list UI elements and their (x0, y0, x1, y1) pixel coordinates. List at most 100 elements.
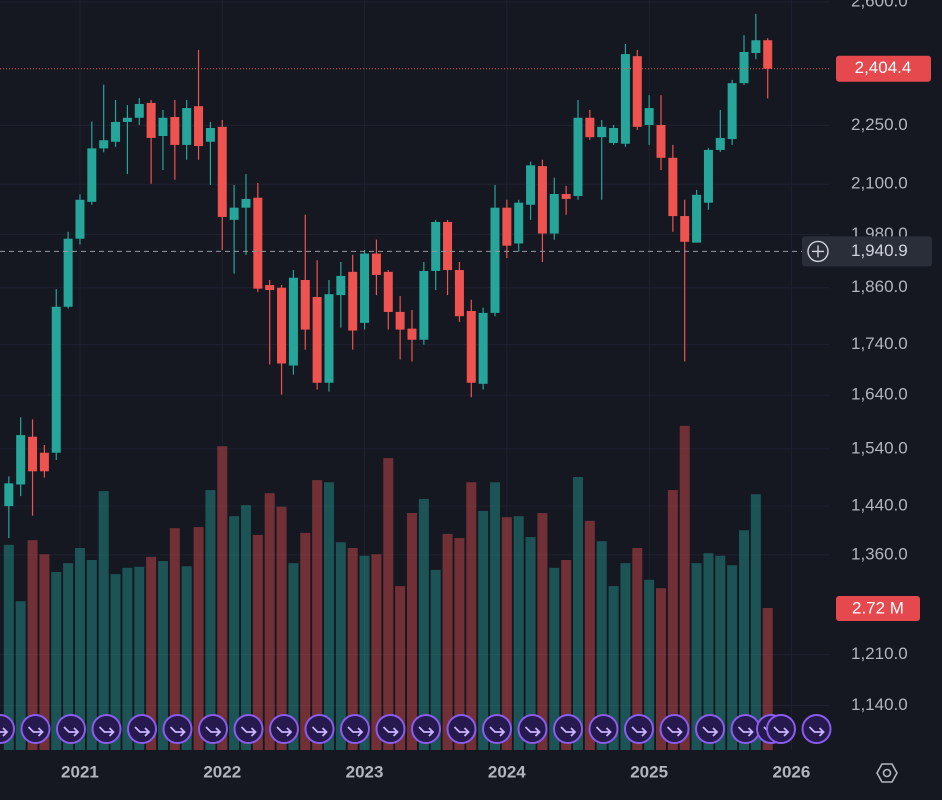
y-tick-label: 1,140.0 (851, 695, 908, 714)
event-marker[interactable] (0, 714, 15, 744)
x-tick-label: 2022 (203, 762, 241, 781)
volume-bar (572, 476, 583, 750)
candle-body (253, 197, 263, 289)
candle-body (111, 121, 121, 142)
volume-bar (169, 528, 180, 750)
volume-bar (608, 586, 619, 750)
event-circle[interactable] (624, 714, 654, 744)
y-tick-label: 2,100.0 (851, 174, 908, 193)
candle-body (312, 296, 322, 383)
event-marker[interactable] (801, 714, 832, 744)
candle-body (265, 284, 275, 291)
volume-bar (288, 563, 299, 750)
event-circle[interactable] (730, 714, 761, 744)
y-tick-label: 2,250.0 (851, 115, 908, 134)
volume-bar (252, 534, 263, 750)
event-arrow (702, 726, 719, 737)
add-alert-button[interactable] (807, 240, 829, 263)
gear-icon[interactable] (876, 763, 898, 783)
x-tick-label: 2023 (346, 762, 384, 781)
event-circle[interactable] (588, 714, 619, 744)
y-tick-label: 1,360.0 (851, 544, 908, 563)
volume-bar (193, 527, 204, 750)
volume-bar (122, 567, 133, 750)
candle-body (371, 253, 381, 275)
event-marker[interactable] (730, 714, 761, 744)
event-marker[interactable] (588, 714, 619, 744)
event-circle[interactable] (766, 714, 796, 744)
event-circle[interactable] (91, 714, 122, 744)
grid (0, 0, 830, 750)
event-markers[interactable] (0, 714, 832, 744)
event-marker[interactable] (766, 714, 796, 744)
event-arrow (631, 726, 648, 737)
event-marker[interactable] (127, 714, 157, 744)
event-circle[interactable] (198, 714, 228, 744)
event-circle[interactable] (553, 714, 583, 744)
candle-body (585, 117, 595, 138)
candle-body (632, 56, 642, 127)
volume-bar (655, 588, 666, 750)
event-marker[interactable] (659, 714, 690, 744)
event-circle[interactable] (695, 714, 725, 744)
candle-body (360, 253, 370, 323)
event-arrow (63, 726, 80, 737)
event-marker[interactable] (553, 714, 583, 744)
event-marker[interactable] (624, 714, 654, 744)
event-marker[interactable] (20, 714, 51, 744)
volume-bar (406, 513, 417, 750)
volume-bar (312, 480, 323, 750)
event-circle[interactable] (411, 714, 441, 744)
event-marker[interactable] (695, 714, 725, 744)
event-circle[interactable] (233, 714, 264, 744)
event-circle[interactable] (801, 714, 832, 744)
event-marker[interactable] (375, 714, 406, 744)
event-circle[interactable] (304, 714, 335, 744)
event-marker[interactable] (91, 714, 122, 744)
candle-body (51, 306, 61, 453)
volume-bar (383, 458, 394, 750)
event-arrow (276, 726, 293, 737)
volume-bar (3, 544, 14, 750)
event-circle[interactable] (482, 714, 512, 744)
event-marker[interactable] (411, 714, 441, 744)
candle-body (609, 127, 619, 143)
event-circle[interactable] (20, 714, 51, 744)
candle-body (336, 275, 346, 296)
event-marker[interactable] (162, 714, 193, 744)
event-marker[interactable] (304, 714, 335, 744)
event-circle[interactable] (340, 714, 370, 744)
event-circle[interactable] (446, 714, 477, 744)
event-marker[interactable] (233, 714, 264, 744)
event-circle[interactable] (127, 714, 157, 744)
event-circle[interactable] (162, 714, 193, 744)
event-marker[interactable] (517, 714, 548, 744)
event-arrow (737, 726, 754, 737)
event-arrow (382, 726, 399, 737)
event-marker[interactable] (340, 714, 370, 744)
volume-bar (300, 532, 311, 750)
event-circle[interactable] (269, 714, 299, 744)
event-circle[interactable] (375, 714, 406, 744)
event-marker[interactable] (446, 714, 477, 744)
y-tick-label: 2,600.0 (851, 0, 908, 10)
event-marker[interactable] (56, 714, 86, 744)
crosshair-label: 1,940.9 (851, 241, 908, 260)
candle-body (561, 194, 571, 199)
candle-body (419, 270, 429, 340)
candle-body (39, 452, 49, 472)
settings-button[interactable] (876, 763, 898, 783)
event-marker[interactable] (198, 714, 228, 744)
event-circle[interactable] (517, 714, 548, 744)
candle-body (194, 106, 204, 147)
event-marker[interactable] (269, 714, 299, 744)
event-circle[interactable] (659, 714, 690, 744)
plus-icon (812, 245, 824, 258)
event-marker[interactable] (482, 714, 512, 744)
volume-bar (442, 533, 453, 750)
volume-bar (739, 530, 750, 750)
event-circle[interactable] (56, 714, 86, 744)
event-arrow (418, 726, 435, 737)
